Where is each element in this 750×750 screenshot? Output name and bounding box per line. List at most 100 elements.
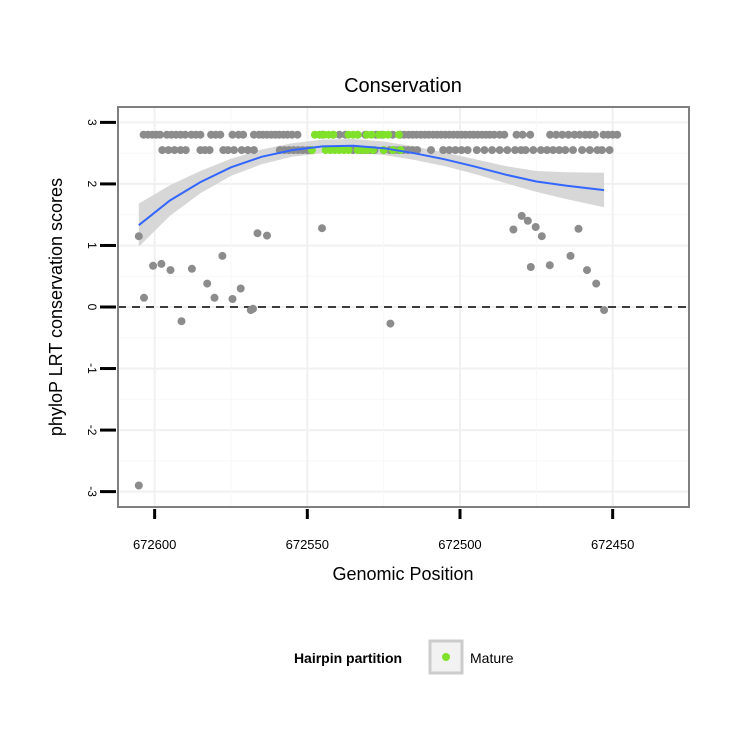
data-point [517, 211, 526, 220]
data-point [239, 130, 248, 139]
data-point [526, 263, 535, 271]
mature-point [362, 146, 371, 155]
data-point [490, 130, 499, 139]
data-point [249, 304, 257, 313]
data-point [134, 481, 143, 490]
data-point [181, 146, 190, 155]
data-point [564, 130, 573, 139]
data-point [140, 293, 148, 302]
data-point [569, 146, 577, 155]
y-tick-label: 2 [85, 181, 99, 188]
data-point [205, 146, 214, 155]
data-point [585, 146, 594, 155]
mature-point [394, 130, 403, 139]
data-point [537, 232, 546, 241]
y-tick-label: -3 [85, 486, 99, 497]
data-point [196, 130, 205, 139]
data-point [546, 130, 555, 139]
data-point [529, 146, 538, 155]
mature-point [353, 130, 362, 139]
y-tick-label: 1 [85, 242, 99, 249]
data-point [243, 146, 252, 155]
data-point [203, 279, 212, 288]
confidence-band-layer [138, 139, 605, 247]
data-point [445, 146, 454, 155]
mature-point [384, 130, 393, 139]
data-point [613, 130, 622, 139]
data-point [228, 130, 237, 139]
legend-key-mature [442, 653, 450, 661]
data-point [413, 146, 422, 155]
y-tick-label: 0 [85, 304, 99, 311]
mature-point [344, 146, 353, 155]
x-tick-label: 672550 [286, 537, 329, 552]
data-point [511, 146, 519, 155]
fit-line-layer [138, 144, 605, 226]
data-point [166, 266, 175, 275]
data-point [223, 146, 232, 155]
data-point [210, 293, 219, 302]
data-point [236, 284, 245, 293]
data-point [545, 261, 554, 270]
data-point [134, 232, 143, 241]
mature-point [329, 130, 338, 139]
data-point [216, 130, 225, 139]
data-point [543, 146, 551, 155]
data-point [253, 229, 262, 238]
data-point [598, 146, 606, 155]
data-point [555, 146, 564, 155]
data-point [451, 146, 460, 155]
data-point [158, 146, 167, 155]
fit-line [138, 144, 605, 226]
data-point [536, 146, 545, 155]
data-point [583, 266, 591, 275]
plot-panel [117, 106, 690, 508]
data-point [237, 146, 246, 155]
confidence-band [138, 139, 605, 247]
data-point [218, 251, 227, 260]
data-point [575, 130, 584, 139]
data-point [472, 146, 481, 155]
data-point [495, 146, 504, 155]
data-point [263, 231, 271, 240]
panel-border [117, 106, 690, 508]
data-point [521, 146, 530, 155]
data-point [566, 251, 575, 260]
data-point [509, 225, 518, 234]
x-axis: 672600 672550 672500 672450 [133, 509, 634, 552]
legend-title: Hairpin partition [294, 650, 402, 666]
x-axis-title: Genomic Position [332, 564, 473, 584]
x-tick-label: 672600 [133, 537, 176, 552]
data-point [463, 146, 472, 155]
data-point [335, 130, 344, 139]
data-point [439, 146, 448, 155]
y-axis-title: phyloP LRT conservation scores [46, 178, 66, 436]
data-point [518, 130, 527, 139]
data-point [488, 146, 497, 155]
data-point [480, 146, 489, 155]
data-point [230, 146, 238, 155]
mature-point [367, 130, 376, 139]
y-tick-label: -1 [85, 363, 99, 374]
data-point [578, 146, 587, 155]
x-tick-label: 672500 [438, 537, 481, 552]
data-point [591, 130, 599, 139]
data-point [558, 130, 567, 139]
data-point [318, 224, 326, 233]
y-tick-label: -2 [85, 425, 99, 436]
data-point [187, 264, 196, 273]
y-axis: -3 -2 -1 0 1 2 3 [85, 119, 116, 497]
data-point [177, 317, 186, 326]
legend-label-mature: Mature [470, 650, 514, 666]
data-point [288, 130, 296, 139]
data-point [149, 261, 158, 270]
data-point [605, 146, 614, 155]
data-point [181, 130, 190, 139]
data-point [523, 216, 532, 225]
chart-title: Conservation [344, 75, 462, 97]
data-point [170, 146, 179, 155]
data-point [600, 306, 609, 315]
legend: Hairpin partition Mature [294, 639, 514, 675]
data-point [249, 146, 258, 155]
data-point [500, 130, 509, 139]
